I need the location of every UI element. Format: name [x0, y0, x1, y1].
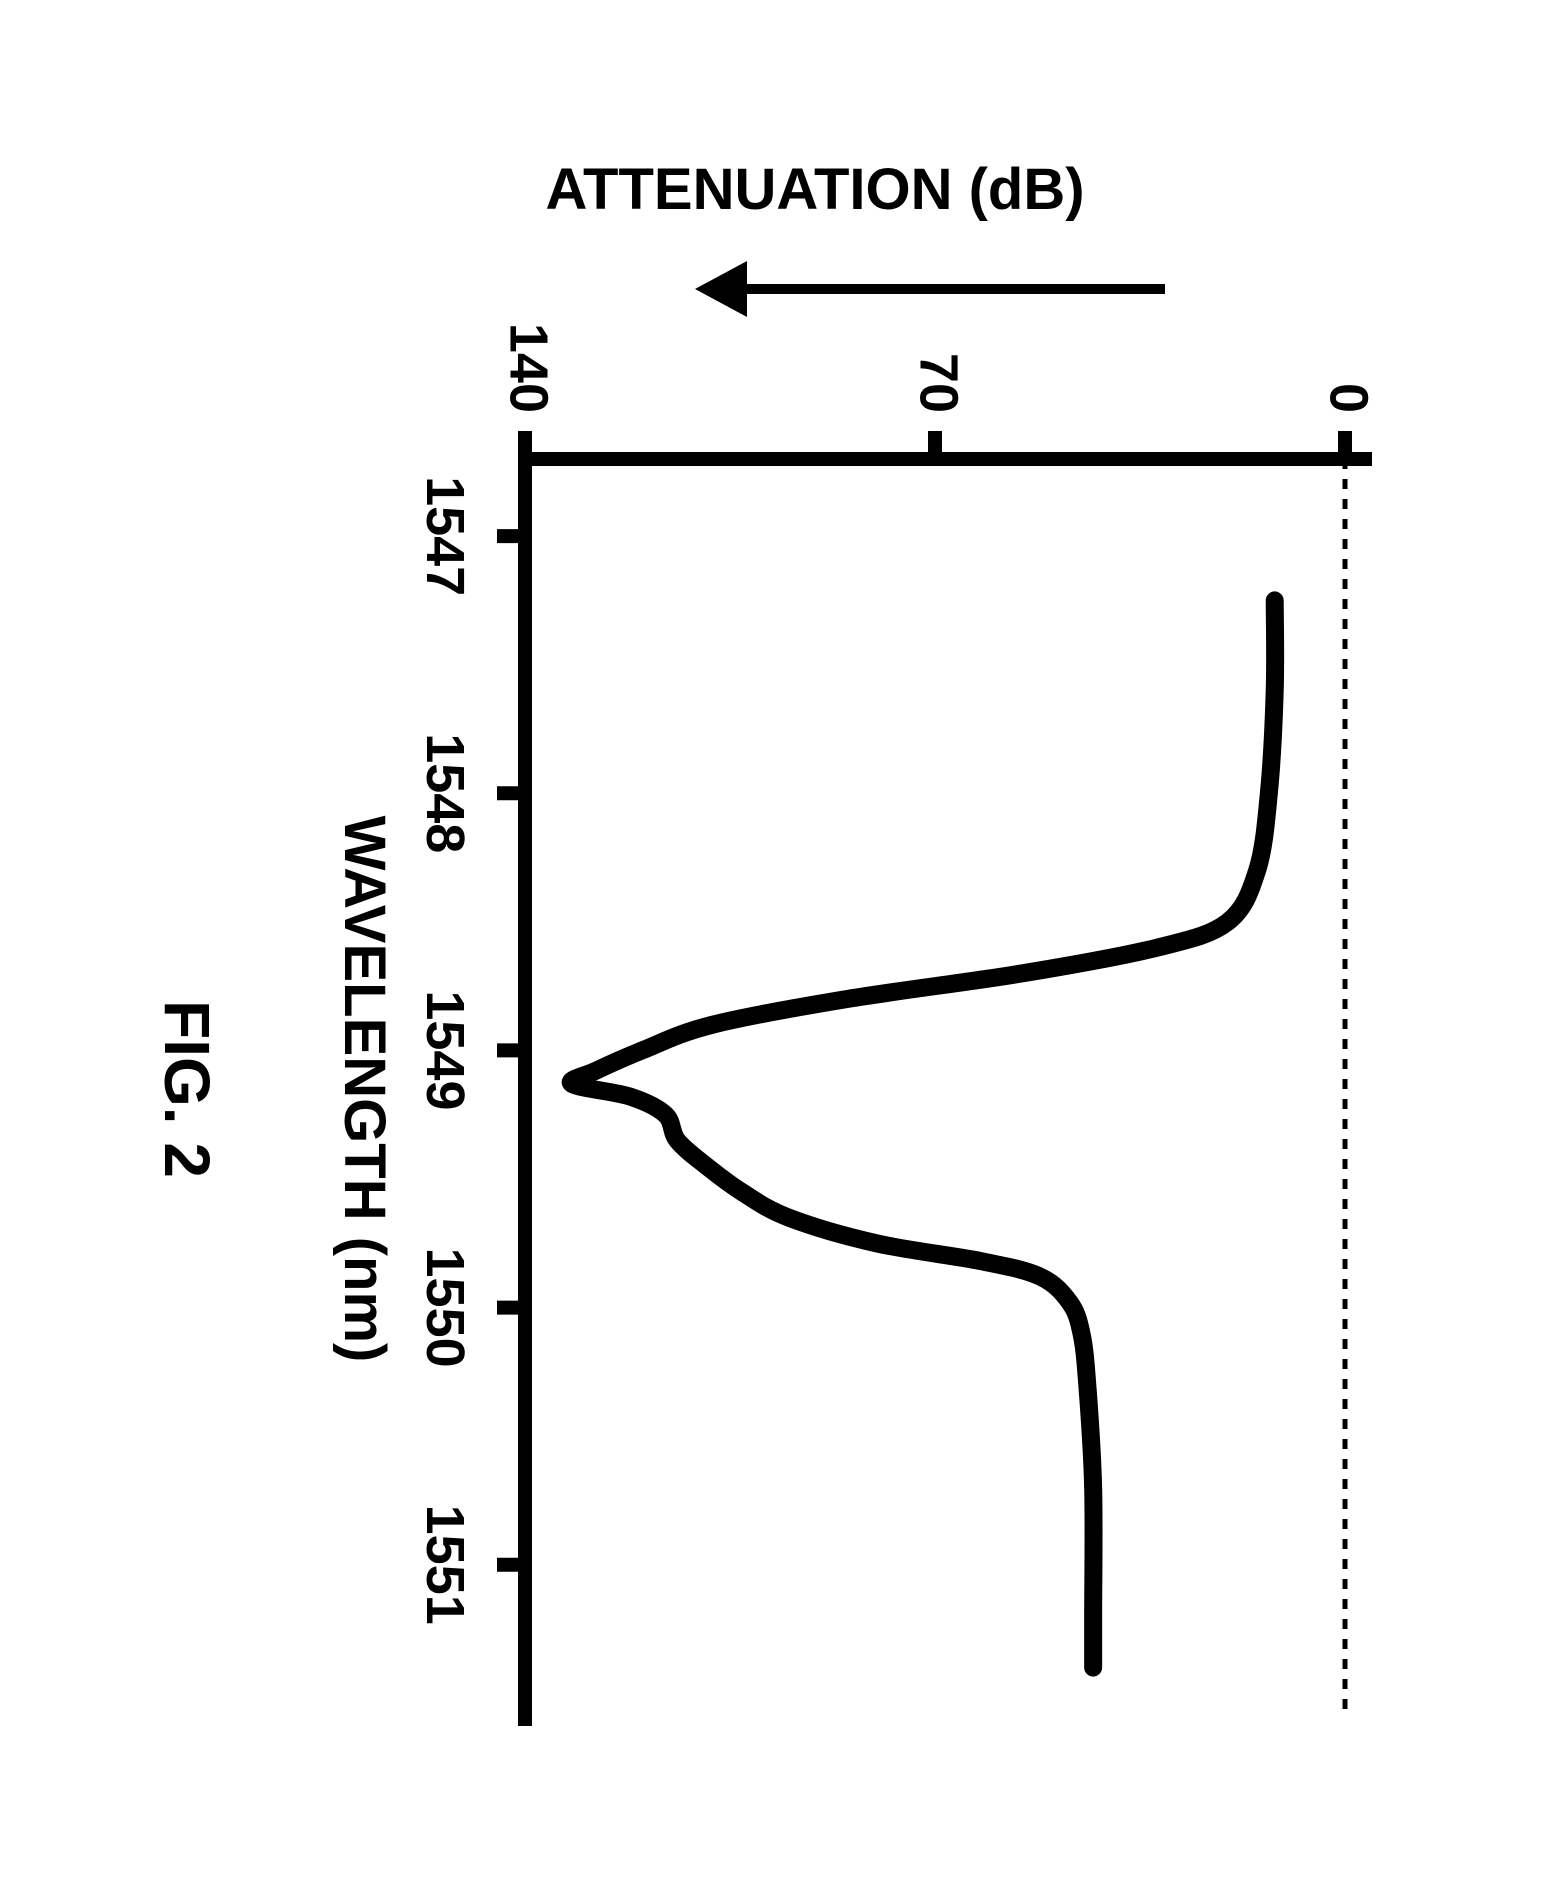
- y-tick-label: 0: [1318, 382, 1378, 412]
- attenuation-curve: [570, 600, 1274, 1667]
- y-axis-label: ATTENUATION (dB): [545, 157, 1084, 222]
- x-tick-label: 1547: [415, 476, 475, 596]
- x-axis-label: WAVELENGTH (nm): [332, 815, 397, 1362]
- figure-caption: FIG. 2: [151, 1000, 223, 1178]
- x-tick-label: 1551: [415, 1504, 475, 1624]
- rotated-chart-container: 0 70 140 1547 1548 1549 1550 1551 WAVELENGTH (nm…: [125, 99, 1425, 1799]
- page-root: 0 70 140 1547 1548 1549 1550 1551 WAVELENGTH (nm…: [0, 0, 1549, 1897]
- y-tick-label: 70: [908, 352, 968, 412]
- x-tick-label: 1550: [415, 1247, 475, 1367]
- y-tick-label: 140: [498, 322, 558, 412]
- attenuation-direction-arrow-head: [695, 261, 747, 317]
- attenuation-chart: 0 70 140 1547 1548 1549 1550 1551 WAVELENGTH (nm…: [125, 99, 1425, 1799]
- x-tick-label: 1548: [415, 733, 475, 853]
- x-tick-label: 1549: [415, 990, 475, 1110]
